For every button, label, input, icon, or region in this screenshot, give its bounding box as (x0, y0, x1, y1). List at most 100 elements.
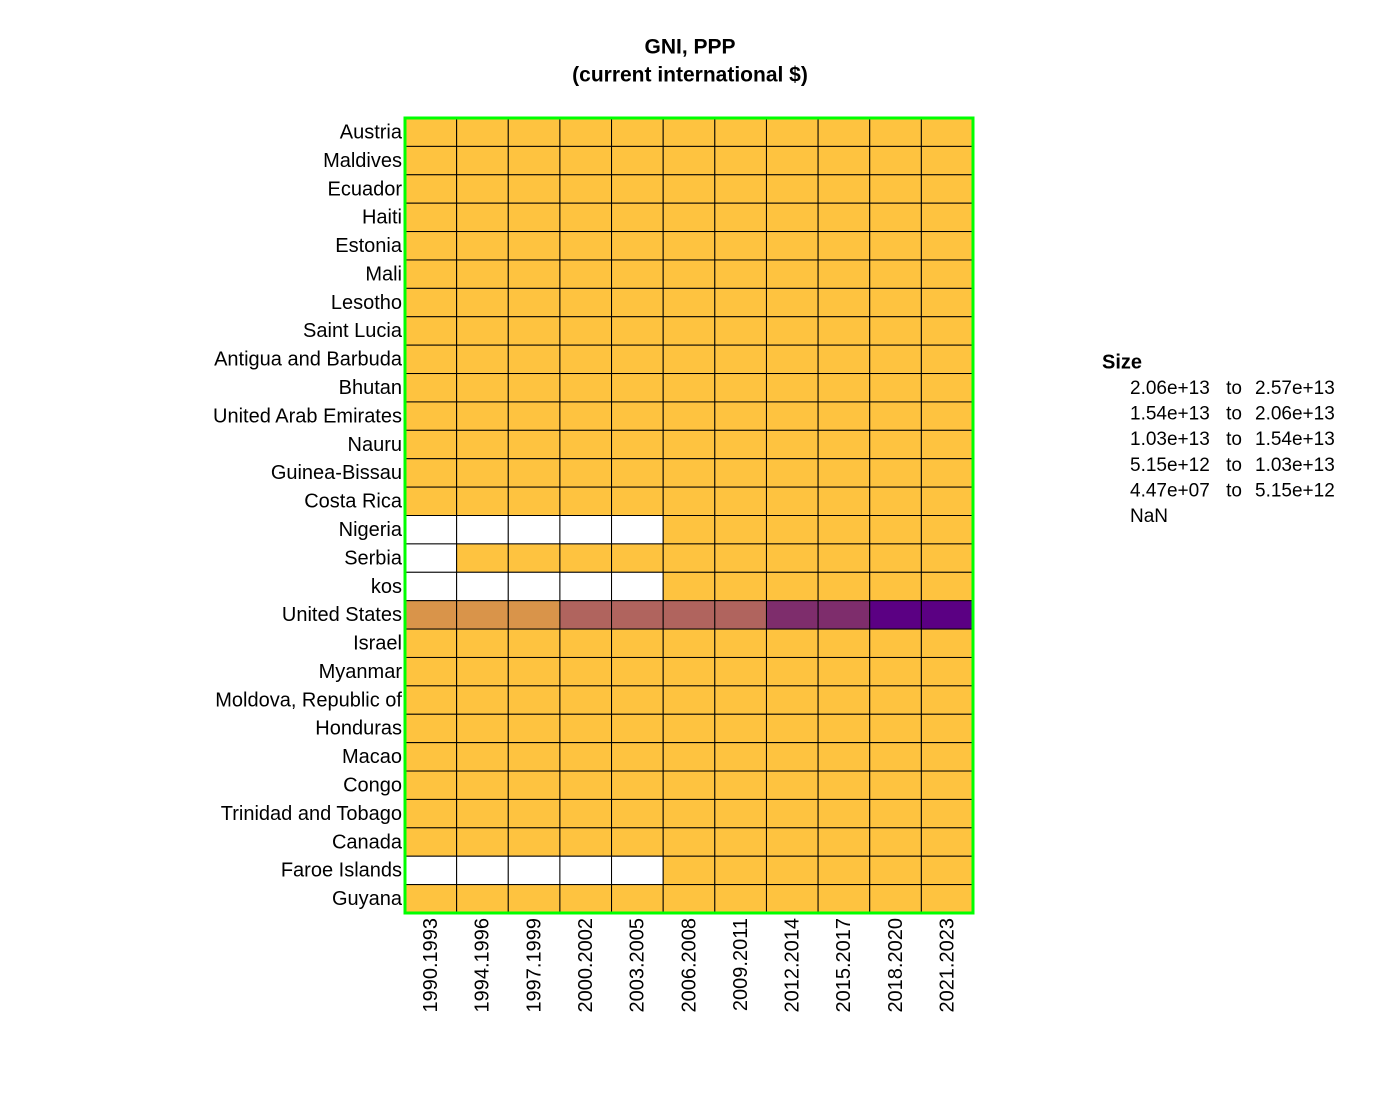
cell (559, 259, 613, 289)
cell (456, 770, 509, 800)
cell (456, 231, 509, 261)
column-label: 2000.2002 (575, 918, 597, 1013)
cell (456, 174, 509, 204)
cell (404, 713, 458, 744)
column-label: 2003.2005 (627, 918, 649, 1013)
cell (404, 770, 458, 800)
cell (611, 344, 664, 375)
cell (662, 429, 716, 460)
legend-to: to (1226, 429, 1242, 450)
cell (765, 855, 819, 886)
cell (869, 174, 922, 204)
cell (817, 486, 871, 517)
cell (611, 174, 664, 204)
cell (765, 685, 819, 715)
cell (714, 429, 767, 460)
missing-cell (456, 855, 509, 886)
row-label: Lesotho (331, 292, 402, 314)
row-label: Macao (342, 746, 402, 768)
row-label: United Arab Emirates (213, 405, 402, 427)
cell (507, 798, 561, 829)
cell (714, 401, 767, 431)
cell (817, 287, 871, 318)
cell (662, 827, 716, 857)
legend-upper: 1.03e+13 (1255, 455, 1335, 476)
cell (714, 798, 767, 829)
cell (662, 231, 716, 261)
cell (559, 884, 613, 914)
row-label: Saint Lucia (303, 320, 403, 342)
cell (507, 174, 561, 204)
cell (404, 287, 458, 318)
cell (662, 543, 716, 573)
cell (507, 543, 561, 573)
cell (765, 713, 819, 744)
cell (404, 798, 458, 829)
row-label: Congo (343, 775, 402, 797)
column-label: 1997.1999 (523, 918, 545, 1013)
cell (817, 373, 871, 403)
cell (662, 287, 716, 318)
cell (611, 742, 664, 772)
cell (404, 231, 458, 261)
cell (817, 344, 871, 375)
cell (404, 202, 458, 233)
cell (559, 628, 613, 658)
cell (920, 884, 974, 914)
cell (662, 770, 716, 800)
cell (869, 202, 922, 233)
cell (456, 458, 509, 488)
cell (559, 458, 613, 488)
cell (714, 202, 767, 233)
cell (869, 316, 922, 346)
cell (920, 827, 974, 857)
row-label: Honduras (315, 718, 402, 740)
cell (714, 344, 767, 375)
cell (611, 543, 664, 573)
cell (920, 117, 974, 147)
cell (404, 174, 458, 204)
cell (714, 770, 767, 800)
cell (817, 770, 871, 800)
cell (456, 145, 509, 176)
cell (611, 685, 664, 715)
cell (920, 231, 974, 261)
cell (869, 259, 922, 289)
cell (817, 827, 871, 857)
cell (662, 373, 716, 403)
cell (662, 855, 716, 886)
column-label: 1994.1996 (472, 918, 494, 1013)
cell (456, 685, 509, 715)
cell (869, 827, 922, 857)
cell (507, 373, 561, 403)
cell (817, 259, 871, 289)
cell (662, 344, 716, 375)
cell (404, 259, 458, 289)
cell (611, 145, 664, 176)
cell (507, 287, 561, 318)
cell (765, 600, 819, 630)
cell (404, 628, 458, 658)
cell (714, 174, 767, 204)
cell (507, 231, 561, 261)
cell (404, 401, 458, 431)
cell (765, 798, 819, 829)
cell (507, 401, 561, 431)
cell (404, 827, 458, 857)
cell (817, 316, 871, 346)
column-label: 2006.2008 (678, 918, 700, 1013)
cell (869, 401, 922, 431)
cell (714, 373, 767, 403)
cell (920, 145, 974, 176)
cell (559, 231, 613, 261)
cell (714, 486, 767, 517)
cell (765, 344, 819, 375)
cell (765, 742, 819, 772)
cell (920, 798, 974, 829)
row-label: Israel (353, 633, 402, 655)
cell (714, 145, 767, 176)
cell (559, 287, 613, 318)
cell (714, 742, 767, 772)
cell (456, 117, 509, 147)
